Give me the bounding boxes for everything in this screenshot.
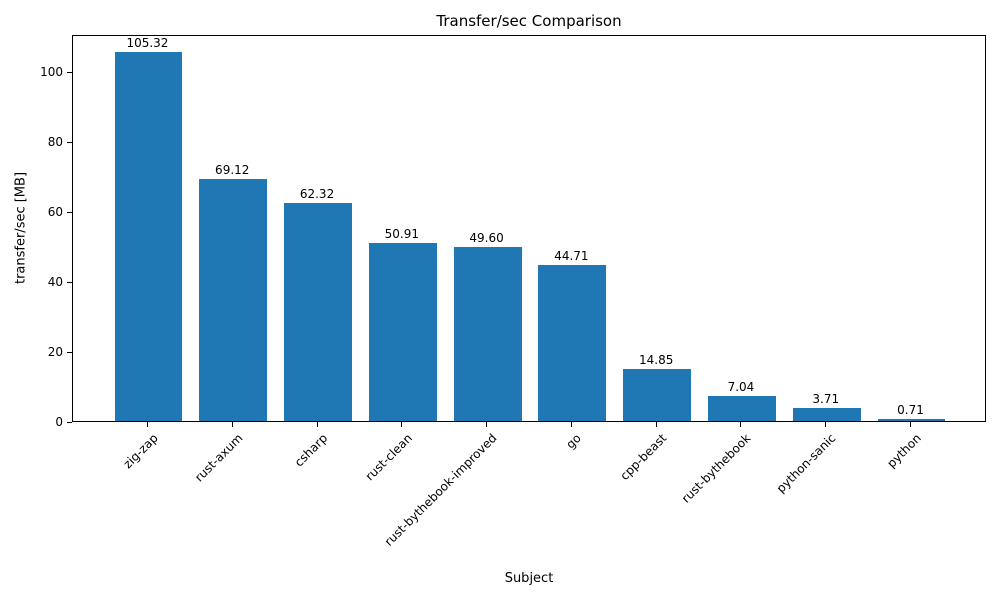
y-tick-mark [67,421,72,423]
y-tick-label: 60 [47,205,63,220]
bar-value-label: 14.85 [638,353,674,368]
bar-csharp [284,202,352,421]
bar-cpp-beast [623,369,692,421]
x-tick-mark [486,422,488,427]
x-tick-mark [740,422,742,427]
bar-value-label: 7.04 [727,380,755,395]
bar-rust-axum [199,179,268,421]
y-tick-label: 0 [55,415,63,429]
x-tick-mark [825,422,827,427]
x-tick-label-go: go [563,431,585,452]
x-tick-label-rust-axum: rust-axum [191,431,246,485]
x-tick-label-python-sanic: python-sanic [773,431,839,496]
bar-value-label: 50.91 [384,226,419,241]
x-tick-mark [146,422,148,427]
bar-value-label: 0.71 [897,402,924,417]
y-tick-mark [67,71,72,73]
x-tick-label-rust-bythebook: rust-bythebook [679,431,754,506]
y-tick-mark [67,141,72,143]
y-tick-mark [67,281,72,283]
bar-value-label: 105.32 [126,36,169,51]
y-tick-label: 20 [47,345,63,359]
bar-rust-bythebook-improved [453,247,522,421]
bar-python [877,418,946,421]
plot-area [72,35,986,422]
y-axis-label: transfer/sec [MB] [13,171,29,285]
x-tick-label-cpp-beast: cpp-beast [617,431,670,483]
y-tick-label: 80 [47,135,63,150]
bar-rust-bythebook [708,396,776,421]
x-tick-mark [316,422,318,427]
y-tick-label: 100 [40,65,63,80]
bar-value-label: 44.71 [554,248,589,263]
x-tick-label-csharp: csharp [291,431,330,470]
chart-title: Transfer/sec Comparison [436,12,622,30]
bar-python-sanic [792,408,861,421]
bar-go [538,264,607,421]
bar-rust-clean [368,242,437,421]
x-tick-mark [231,422,233,427]
x-tick-label-rust-clean: rust-clean [362,431,415,484]
x-tick-mark [910,422,912,427]
x-tick-mark [401,422,403,427]
bar-value-label: 62.32 [299,186,335,201]
x-tick-label-python: python [883,431,924,471]
y-tick-label: 40 [47,275,63,290]
y-tick-mark [67,211,72,213]
bar-value-label: 49.60 [469,231,504,246]
x-tick-mark [570,422,572,427]
bar-value-label: 3.71 [812,392,840,407]
bar-value-label: 69.12 [215,163,250,178]
x-tick-mark [655,422,657,427]
y-tick-mark [67,351,72,353]
x-axis-label: Subject [504,571,554,586]
x-tick-label-zig-zap: zig-zap [120,431,161,472]
bar-zig-zap [114,52,183,421]
